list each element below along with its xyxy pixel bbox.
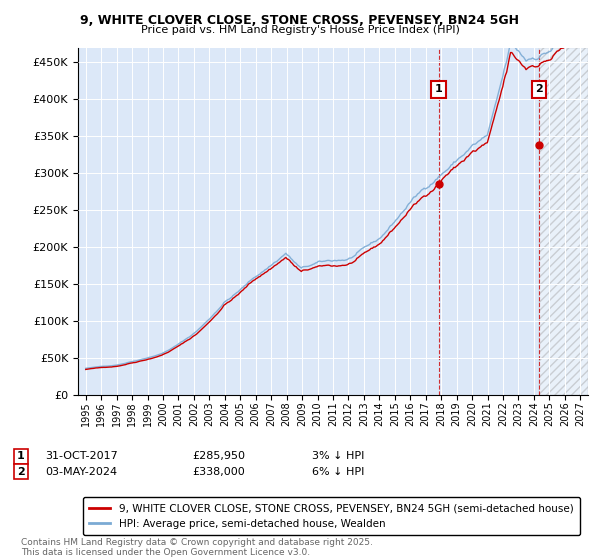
Text: 6% ↓ HPI: 6% ↓ HPI [312, 466, 364, 477]
Text: 9, WHITE CLOVER CLOSE, STONE CROSS, PEVENSEY, BN24 5GH: 9, WHITE CLOVER CLOSE, STONE CROSS, PEVE… [80, 14, 520, 27]
Bar [539, 48, 588, 395]
Legend: 9, WHITE CLOVER CLOSE, STONE CROSS, PEVENSEY, BN24 5GH (semi-detached house), HP: 9, WHITE CLOVER CLOSE, STONE CROSS, PEVE… [83, 497, 580, 535]
Text: £338,000: £338,000 [192, 466, 245, 477]
Text: Contains HM Land Registry data © Crown copyright and database right 2025.
This d: Contains HM Land Registry data © Crown c… [21, 538, 373, 557]
Text: £285,950: £285,950 [192, 451, 245, 461]
Text: 3% ↓ HPI: 3% ↓ HPI [312, 451, 364, 461]
Text: 31-OCT-2017: 31-OCT-2017 [45, 451, 118, 461]
Bar [539, 48, 588, 395]
Text: 1: 1 [434, 84, 442, 94]
Text: 2: 2 [535, 84, 543, 94]
Text: 1: 1 [17, 451, 25, 461]
Text: Price paid vs. HM Land Registry's House Price Index (HPI): Price paid vs. HM Land Registry's House … [140, 25, 460, 35]
Text: 2: 2 [17, 466, 25, 477]
Bar [439, 48, 539, 395]
Text: 03-MAY-2024: 03-MAY-2024 [45, 466, 117, 477]
